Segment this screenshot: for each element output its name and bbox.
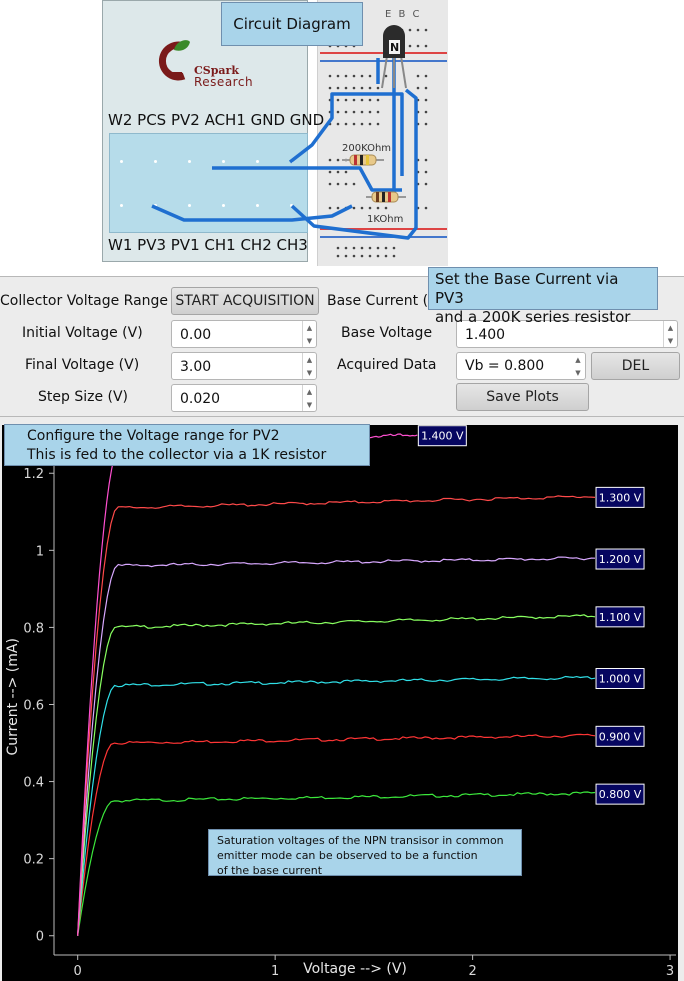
x-axis-title: Voltage --> (V) bbox=[303, 961, 407, 977]
step-size-value: 0.020 bbox=[180, 391, 221, 407]
plot-curve-labels: 0.800 V 0.900 V 1.000 V 1.100 V 1.200 V 1.300… bbox=[417, 425, 645, 805]
resistor-1k-label: 1KOhm bbox=[367, 214, 404, 225]
curve-label-text: 1.200 V bbox=[599, 553, 642, 566]
y-tick-label: 0.4 bbox=[23, 776, 44, 791]
voltage-range-tooltip: Configure the Voltage range for PV2 This… bbox=[4, 424, 370, 466]
base-voltage-value: 1.400 bbox=[465, 327, 506, 343]
base-current-tooltip: Set the Base Current via PV3 and a 200K … bbox=[428, 267, 658, 326]
x-tick-label: 1 bbox=[271, 964, 279, 979]
select-arrows-icon: ▲ ▼ bbox=[575, 355, 581, 377]
curve-label: 1.100 V bbox=[595, 606, 645, 628]
circuit-diagram: CSpark Research W2 PCS PV2 ACH1 GND GND … bbox=[102, 0, 448, 266]
curve-label: 1.400 V bbox=[417, 425, 467, 447]
initial-voltage-value: 0.00 bbox=[180, 327, 212, 343]
step-size-label: Step Size (V) bbox=[38, 389, 129, 405]
transistor-type-label: N bbox=[390, 41, 400, 54]
y-axis-title: Current --> (mA) bbox=[5, 638, 21, 755]
transistor-pin-labels: E B C bbox=[385, 9, 422, 20]
curve-line bbox=[77, 495, 596, 936]
tooltip-line: Configure the Voltage range for PV2 bbox=[27, 428, 280, 444]
circuit-diagram-title: Circuit Diagram bbox=[221, 2, 363, 46]
y-tick-label: 1.2 bbox=[23, 467, 44, 482]
x-tick-label: 2 bbox=[468, 964, 476, 979]
logo-icon bbox=[159, 40, 190, 81]
logo-subtext: Research bbox=[194, 75, 254, 89]
acquired-data-value: Vb = 0.800 bbox=[465, 358, 545, 374]
curve-label: 1.300 V bbox=[595, 486, 645, 508]
base-voltage-label: Base Voltage bbox=[341, 325, 433, 341]
curve-label-box bbox=[595, 783, 645, 805]
wiring-svg bbox=[151, 25, 428, 258]
curve-label: 1.000 V bbox=[595, 668, 645, 690]
curve-label-text: 1.100 V bbox=[599, 611, 642, 624]
acquired-data-select[interactable]: Vb = 0.800 ▲ ▼ bbox=[456, 352, 586, 380]
resistor-1k bbox=[366, 191, 406, 203]
initial-voltage-input[interactable]: 0.00 ▲ ▼ bbox=[171, 320, 317, 348]
controls-panel: Collector Voltage Range START ACQUISITIO… bbox=[0, 276, 684, 416]
saturation-note: Saturation voltages of the NPN transisor… bbox=[208, 829, 522, 877]
note-line: of the base current bbox=[217, 864, 323, 877]
y-tick-label: 0.6 bbox=[23, 698, 44, 713]
npn-transistor bbox=[381, 25, 407, 89]
note-line: Saturation voltages of the NPN transisor… bbox=[217, 834, 504, 847]
curve-label-text: 1.000 V bbox=[599, 673, 642, 686]
acquired-data-label: Acquired Data bbox=[337, 357, 437, 373]
y-tick-label: 0.8 bbox=[23, 621, 44, 636]
cspark-logo: CSpark Research bbox=[154, 28, 274, 89]
curve-line bbox=[77, 791, 596, 936]
start-acquisition-button[interactable]: START ACQUISITION bbox=[171, 287, 319, 315]
note-line: emitter mode can be observed to be a fun… bbox=[217, 849, 478, 862]
curve-label: 0.800 V bbox=[595, 783, 645, 805]
base-voltage-spinner[interactable]: ▲ ▼ bbox=[663, 321, 677, 347]
y-tick-label: 0 bbox=[36, 930, 44, 945]
curve-label: 0.900 V bbox=[595, 725, 645, 747]
bottom-pin-labels: W1 PV3 PV1 CH1 CH2 CH3 bbox=[108, 236, 308, 254]
tooltip-line: Set the Base Current via PV3 bbox=[435, 270, 619, 307]
curve-label-box bbox=[417, 425, 467, 447]
curve-line bbox=[77, 733, 596, 936]
resistor-200k-label: 200KOhm bbox=[342, 143, 392, 154]
final-voltage-input[interactable]: 3.00 ▲ ▼ bbox=[171, 352, 317, 380]
curve-line bbox=[77, 556, 596, 936]
curve-label-text: 0.800 V bbox=[599, 788, 642, 801]
final-voltage-label: Final Voltage (V) bbox=[25, 357, 140, 373]
curve-label-box bbox=[595, 606, 645, 628]
plot-container: 0 1 2 3 0 0.2 0.4 0.6 0.8 1 1.2 Voltage --> (V) Curr… bbox=[0, 416, 684, 981]
del-button[interactable]: DEL bbox=[591, 352, 680, 380]
initial-voltage-label: Initial Voltage (V) bbox=[22, 325, 143, 341]
final-voltage-value: 3.00 bbox=[180, 359, 212, 375]
step-size-input[interactable]: 0.020 ▲ ▼ bbox=[171, 384, 317, 412]
plot-axes: 0 1 2 3 0 0.2 0.4 0.6 0.8 1 1.2 Voltage --> (V) Curr… bbox=[5, 427, 676, 979]
iv-plot[interactable]: 0 1 2 3 0 0.2 0.4 0.6 0.8 1 1.2 Voltage --> (V) Curr… bbox=[2, 425, 678, 981]
curve-label-box bbox=[595, 548, 645, 570]
tooltip-line: This is fed to the collector via a 1K re… bbox=[27, 447, 327, 463]
top-pin-labels: W2 PCS PV2 ACH1 GND GND bbox=[108, 111, 325, 129]
base-current-label: Base Current (I bbox=[327, 293, 433, 309]
curve-label-text: 0.900 V bbox=[599, 730, 642, 743]
save-plots-button[interactable]: Save Plots bbox=[456, 383, 589, 411]
x-tick-label: 0 bbox=[74, 964, 82, 979]
curve-label-text: 1.400 V bbox=[421, 430, 464, 443]
curve-line bbox=[77, 675, 596, 936]
curve-label: 1.200 V bbox=[595, 548, 645, 570]
final-voltage-spinner[interactable]: ▲ ▼ bbox=[302, 353, 316, 379]
plot-svg: 0 1 2 3 0 0.2 0.4 0.6 0.8 1 1.2 Voltage --> (V) Curr… bbox=[5, 425, 676, 979]
resistor-200k bbox=[342, 154, 384, 166]
logo-text: CSpark bbox=[194, 64, 239, 77]
curve-label-text: 1.300 V bbox=[599, 491, 642, 504]
curve-label-box bbox=[595, 486, 645, 508]
y-tick-label: 0.2 bbox=[23, 853, 44, 868]
y-tick-label: 1 bbox=[36, 544, 44, 559]
initial-voltage-spinner[interactable]: ▲ ▼ bbox=[302, 321, 316, 347]
base-voltage-input[interactable]: 1.400 ▲ ▼ bbox=[456, 320, 678, 348]
curve-label-box bbox=[595, 725, 645, 747]
curve-label-box bbox=[595, 668, 645, 690]
collector-voltage-range-label: Collector Voltage Range bbox=[0, 293, 169, 309]
x-tick-label: 3 bbox=[666, 964, 674, 979]
tooltip-line: and a 200K series resistor bbox=[435, 308, 631, 326]
curve-line bbox=[77, 614, 596, 936]
step-size-spinner[interactable]: ▲ ▼ bbox=[302, 385, 316, 411]
